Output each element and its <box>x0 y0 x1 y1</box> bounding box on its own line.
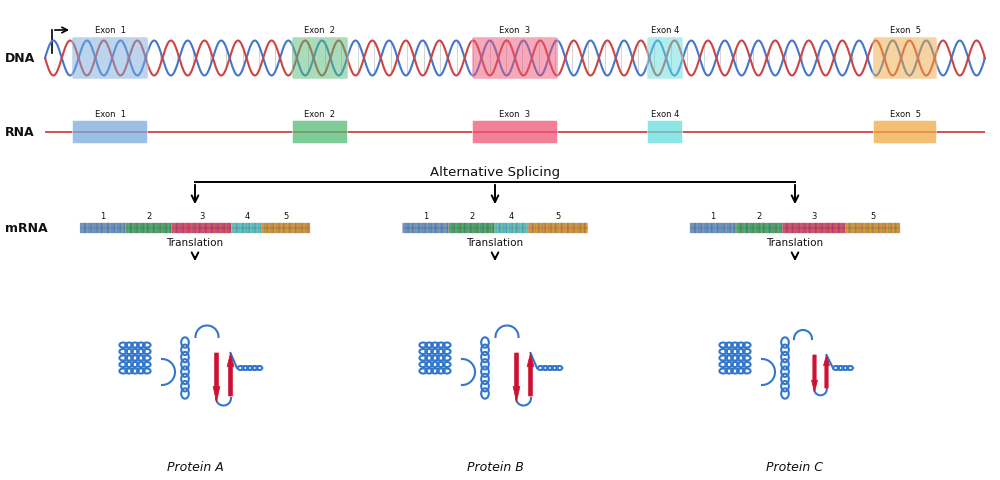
FancyBboxPatch shape <box>72 38 148 80</box>
FancyBboxPatch shape <box>172 223 232 234</box>
Text: 1: 1 <box>100 212 106 220</box>
FancyBboxPatch shape <box>262 223 310 234</box>
Text: 1: 1 <box>710 212 716 220</box>
FancyBboxPatch shape <box>845 223 900 234</box>
Text: Exon  2: Exon 2 <box>304 110 336 119</box>
Polygon shape <box>227 353 234 396</box>
Text: Exon  3: Exon 3 <box>499 110 531 119</box>
Text: Exon  5: Exon 5 <box>890 26 921 35</box>
Text: 3: 3 <box>199 212 205 220</box>
Text: 5: 5 <box>283 212 288 220</box>
FancyBboxPatch shape <box>782 223 846 234</box>
Text: 2: 2 <box>469 212 475 220</box>
FancyBboxPatch shape <box>292 38 348 80</box>
Text: mRNA: mRNA <box>5 222 48 235</box>
Text: Exon  1: Exon 1 <box>95 110 126 119</box>
Text: Exon  5: Exon 5 <box>890 110 921 119</box>
FancyBboxPatch shape <box>736 223 783 234</box>
Text: Protein A: Protein A <box>167 460 223 473</box>
Text: DNA: DNA <box>5 52 35 65</box>
FancyBboxPatch shape <box>402 223 449 234</box>
Text: 4: 4 <box>244 212 249 220</box>
Text: Translation: Translation <box>766 238 824 248</box>
Polygon shape <box>527 353 534 396</box>
Polygon shape <box>513 353 520 402</box>
Text: Protein B: Protein B <box>467 460 523 473</box>
Polygon shape <box>812 355 817 392</box>
Text: Exon 4: Exon 4 <box>651 26 679 35</box>
Text: 1: 1 <box>423 212 428 220</box>
FancyBboxPatch shape <box>473 121 558 144</box>
Text: Translation: Translation <box>166 238 224 248</box>
Polygon shape <box>824 355 830 388</box>
FancyBboxPatch shape <box>126 223 172 234</box>
FancyBboxPatch shape <box>232 223 262 234</box>
FancyBboxPatch shape <box>80 223 126 234</box>
FancyBboxPatch shape <box>873 38 937 80</box>
FancyBboxPatch shape <box>690 223 736 234</box>
FancyBboxPatch shape <box>874 121 936 144</box>
Text: Exon  3: Exon 3 <box>499 26 531 35</box>
Text: 5: 5 <box>870 212 875 220</box>
Text: 4: 4 <box>509 212 514 220</box>
Text: 2: 2 <box>146 212 152 220</box>
Text: 5: 5 <box>555 212 561 220</box>
Text: Exon  2: Exon 2 <box>304 26 336 35</box>
FancyBboxPatch shape <box>647 38 683 80</box>
Text: RNA: RNA <box>5 126 35 139</box>
Text: 2: 2 <box>757 212 762 220</box>
Text: Exon 4: Exon 4 <box>651 110 679 119</box>
Polygon shape <box>213 353 220 402</box>
Text: 3: 3 <box>811 212 817 220</box>
FancyBboxPatch shape <box>292 121 348 144</box>
FancyBboxPatch shape <box>528 223 588 234</box>
FancyBboxPatch shape <box>472 38 558 80</box>
FancyBboxPatch shape <box>648 121 682 144</box>
Text: Alternative Splicing: Alternative Splicing <box>430 166 560 179</box>
Text: Translation: Translation <box>466 238 524 248</box>
FancyBboxPatch shape <box>449 223 495 234</box>
FancyBboxPatch shape <box>495 223 529 234</box>
FancyBboxPatch shape <box>73 121 148 144</box>
Text: Protein C: Protein C <box>767 460 824 473</box>
Text: Exon  1: Exon 1 <box>95 26 126 35</box>
